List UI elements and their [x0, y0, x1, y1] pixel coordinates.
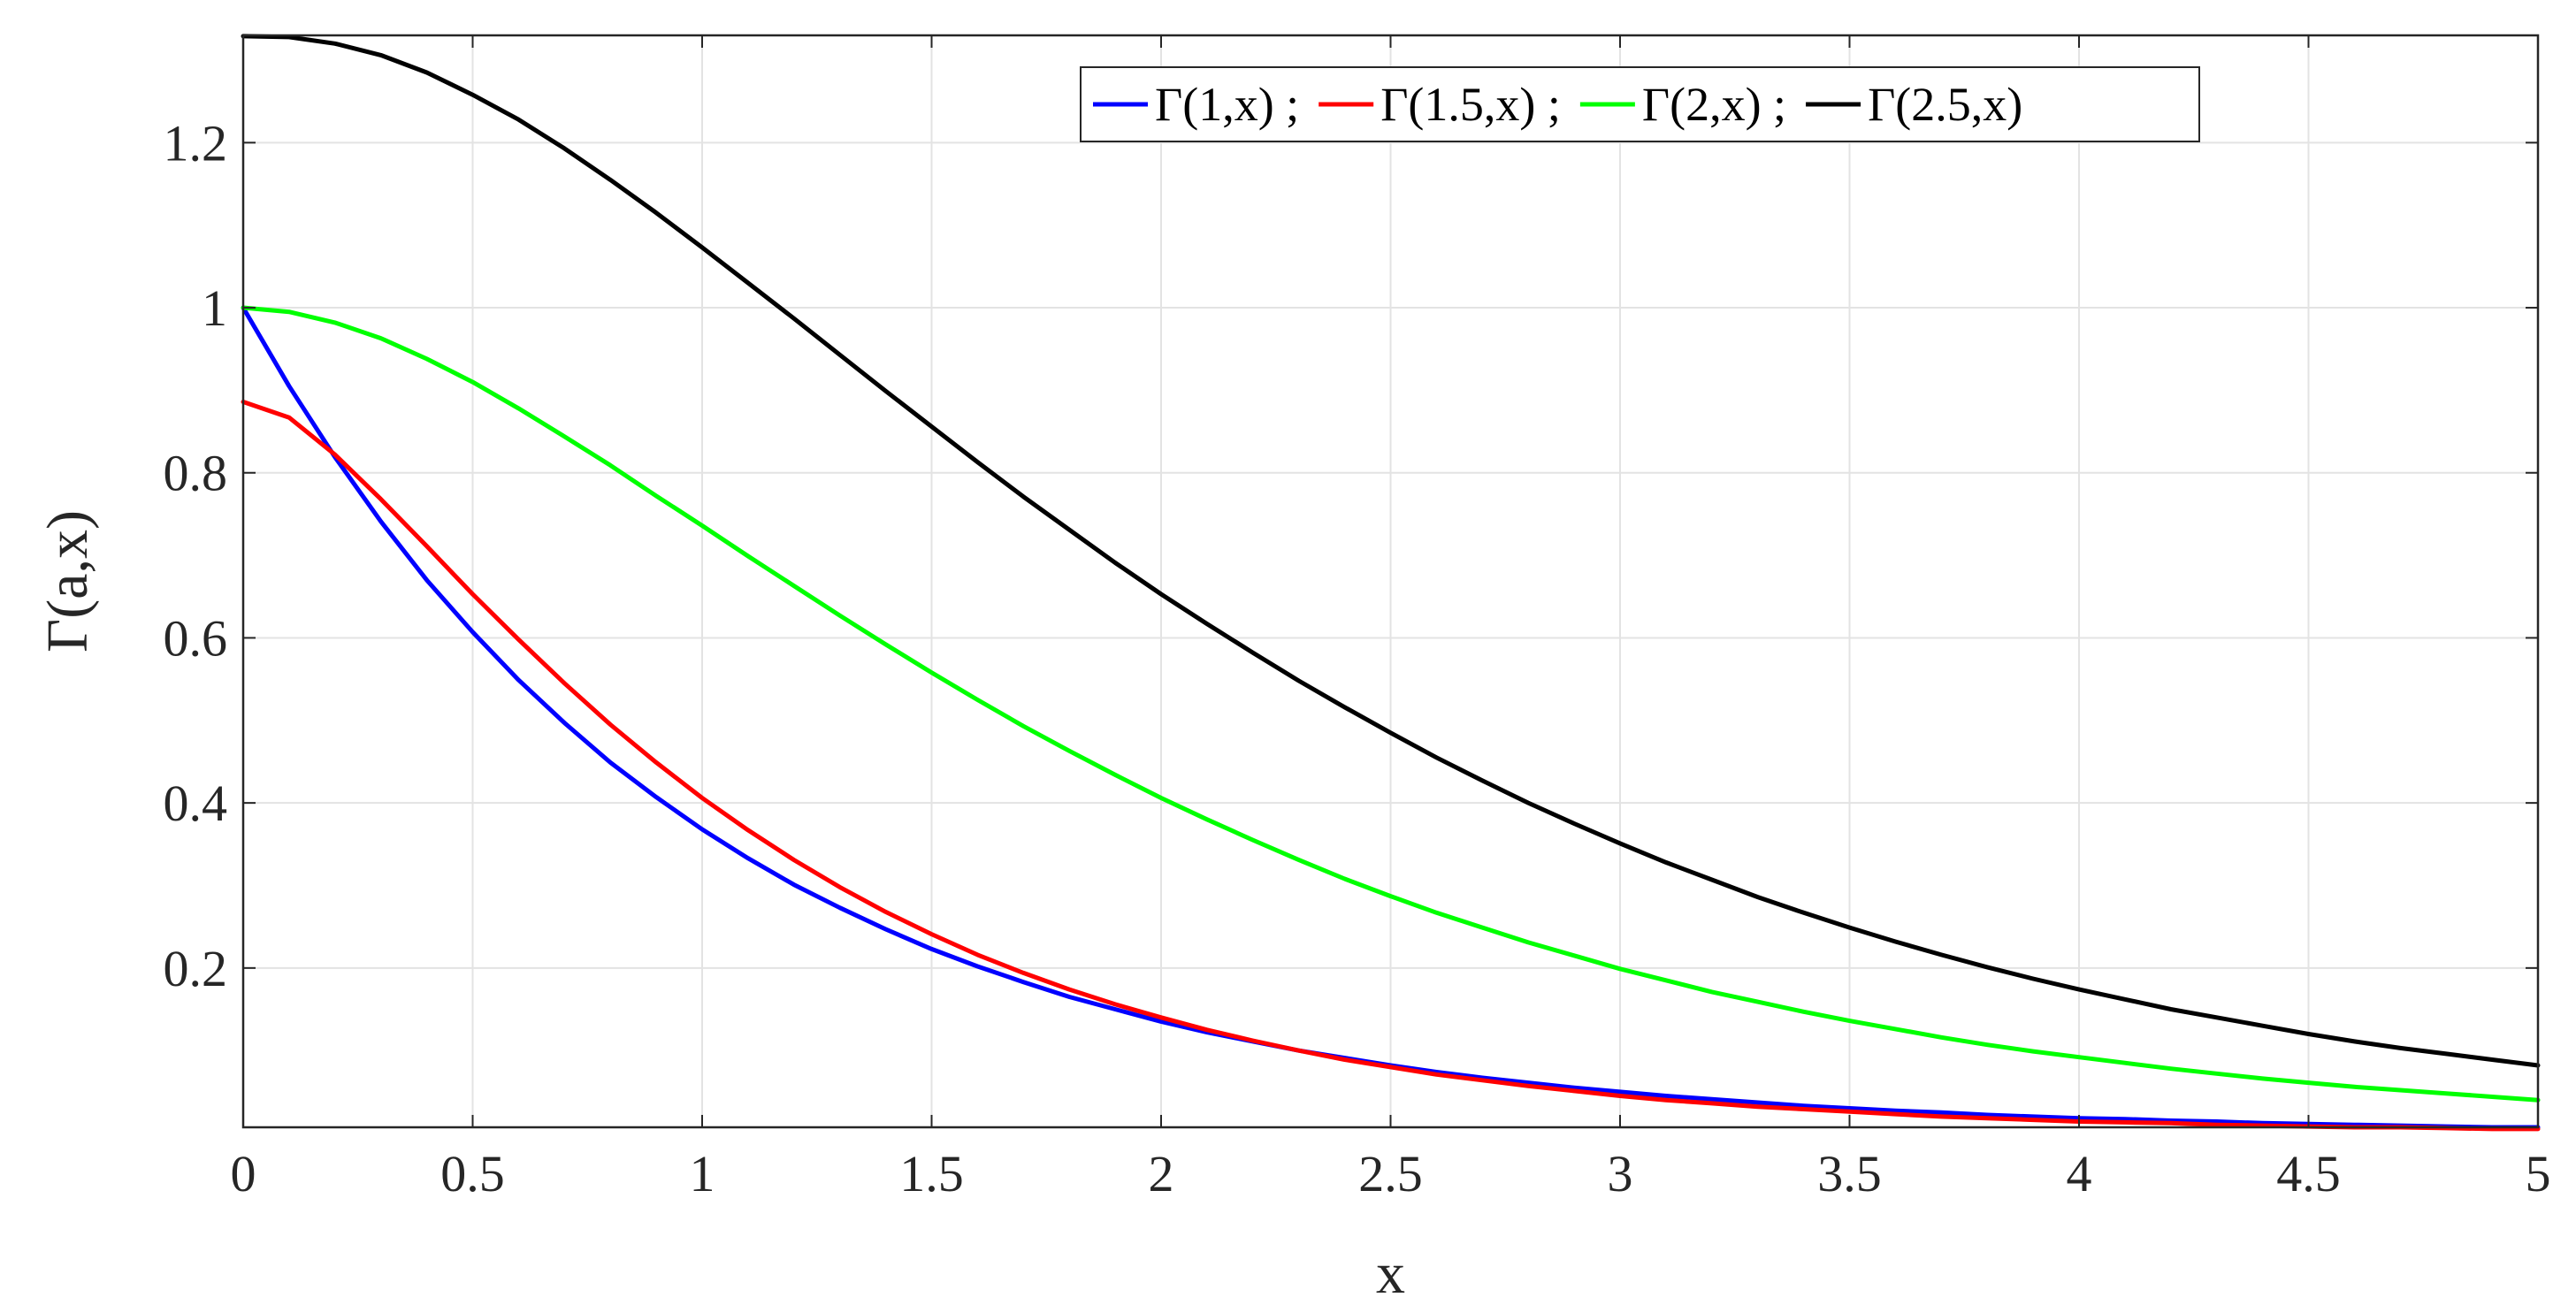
x-tick-labels: 0 0.5 1 1.5 2 2.5 3 3.5 4 4.5 5 [231, 1145, 2551, 1202]
legend-box [1080, 66, 2200, 142]
legend-label-1-x: Γ(1,x) ; [1155, 78, 1299, 131]
legend-label-1.5-x: Γ(1.5,x) ; [1380, 78, 1561, 131]
x-tick-label: 1 [690, 1145, 715, 1202]
series-line-2-x [241, 305, 2541, 1103]
x-tick-label: 1.5 [899, 1145, 964, 1202]
y-tick-label: 0.6 [164, 609, 228, 667]
y-tick-label: 0.2 [164, 940, 228, 997]
y-tick-label: 0.4 [164, 775, 228, 832]
axis-ticks [242, 35, 2539, 1127]
y-tick-label: 1.2 [164, 114, 228, 172]
x-tick-label: 0 [231, 1145, 256, 1202]
x-tick-label: 2.5 [1358, 1145, 1423, 1202]
legend-items: Γ(1,x) ; Γ(1.5,x) ; Γ(2,x) ; Γ(2.5,x) [1093, 78, 2022, 131]
y-axis-label: Γ(a,x) [35, 510, 100, 652]
legend-label-2-x: Γ(2,x) ; [1642, 78, 1786, 131]
x-tick-label: 4 [2067, 1145, 2092, 1202]
x-axis-label: x [1376, 1241, 1405, 1305]
x-tick-label: 3 [1608, 1145, 1633, 1202]
x-tick-label: 5 [2526, 1145, 2551, 1202]
series-line-1.5-x [241, 400, 2541, 1132]
x-tick-label: 2 [1149, 1145, 1174, 1202]
series-group [241, 34, 2541, 1132]
y-tick-label: 1 [202, 279, 227, 337]
series-line-2.5-x [241, 34, 2541, 1068]
grid [242, 35, 2539, 1127]
legend-label-2.5-x: Γ(2.5,x) [1868, 78, 2022, 131]
x-tick-label: 3.5 [1817, 1145, 1882, 1202]
y-tick-labels: 0.2 0.4 0.6 0.8 1 1.2 [164, 114, 228, 996]
y-tick-label: 0.8 [164, 445, 228, 502]
x-tick-label: 0.5 [440, 1145, 505, 1202]
x-tick-label: 4.5 [2276, 1145, 2341, 1202]
legend: Γ(1,x) ; Γ(1.5,x) ; Γ(2,x) ; Γ(2.5,x) [1080, 66, 2200, 142]
